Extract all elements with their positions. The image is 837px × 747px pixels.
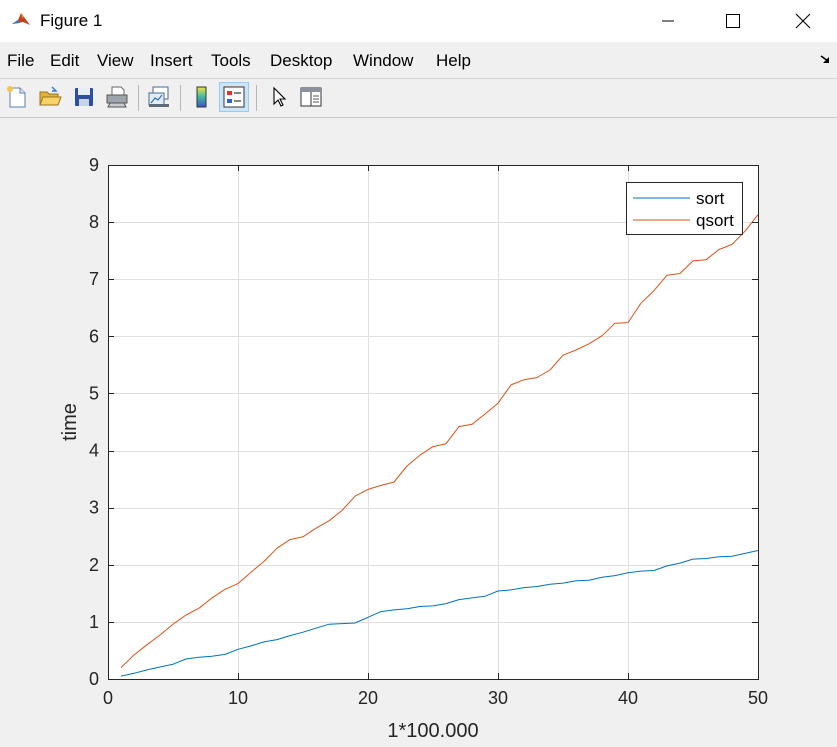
legend[interactable]: sort qsort xyxy=(626,182,743,235)
y-tick-label: 4 xyxy=(89,441,99,461)
line-chart[interactable]: 0 10 20 30 40 50 0 1 2 3 4 5 6 7 8 9 1*100.000 time sor… xyxy=(0,117,837,747)
legend-box xyxy=(626,182,743,235)
menu-window[interactable]: Window xyxy=(353,51,414,70)
link-plot-button[interactable] xyxy=(144,82,174,112)
link-plot-icon xyxy=(148,86,169,107)
new-file-icon xyxy=(7,86,26,108)
minimize-button[interactable] xyxy=(636,0,700,42)
menu-edit[interactable]: Edit xyxy=(50,51,80,70)
title-bar: Figure 1 xyxy=(0,0,837,42)
x-axis-label: 1*100.000 xyxy=(387,720,478,742)
y-tick-label: 1 xyxy=(89,612,99,632)
axes-box[interactable] xyxy=(108,165,758,679)
y-tick-label: 9 xyxy=(89,155,99,175)
property-inspector-button[interactable] xyxy=(296,82,326,112)
x-tick-label: 50 xyxy=(748,688,768,708)
plot-area: 0 10 20 30 40 50 0 1 2 3 4 5 6 7 8 9 1*100.000 time sor… xyxy=(0,117,837,747)
menu-desktop[interactable]: Desktop xyxy=(270,51,333,70)
series-line-sort[interactable] xyxy=(120,550,759,677)
x-tick-label: 30 xyxy=(488,688,508,708)
edit-plot-button[interactable] xyxy=(263,82,293,112)
legend-label-sort: sort xyxy=(696,189,725,208)
insert-legend-button[interactable] xyxy=(219,82,249,112)
maximize-icon xyxy=(726,14,740,28)
close-icon xyxy=(795,13,811,29)
legend-label-qsort: qsort xyxy=(696,211,734,230)
toolbar-separator xyxy=(256,85,257,111)
minimize-icon xyxy=(662,20,674,22)
y-tick-label: 6 xyxy=(89,326,99,346)
insert-colorbar-button[interactable] xyxy=(186,82,216,112)
menu-help[interactable]: Help xyxy=(436,51,471,70)
printer-icon xyxy=(106,86,128,108)
series-lines xyxy=(120,214,759,677)
toolbar-separator xyxy=(180,85,181,111)
maximize-button[interactable] xyxy=(701,0,765,42)
toolbar-separator xyxy=(138,85,139,111)
menu-view[interactable]: View xyxy=(97,51,134,70)
y-tick-label: 0 xyxy=(89,669,99,689)
axes-border xyxy=(108,165,759,680)
menu-insert[interactable]: Insert xyxy=(150,51,193,70)
property-panel-icon xyxy=(300,87,322,107)
window-title: Figure 1 xyxy=(40,11,103,30)
dock-arrow-icon[interactable] xyxy=(819,53,833,67)
x-tick-label: 40 xyxy=(618,688,638,708)
open-file-button[interactable] xyxy=(35,82,65,112)
y-tick-label: 7 xyxy=(89,269,99,289)
menu-bar: File Edit View Insert Tools Desktop Wind… xyxy=(0,42,837,78)
close-button[interactable] xyxy=(771,0,835,42)
x-tick-label: 10 xyxy=(228,688,248,708)
colorbar-icon xyxy=(196,86,207,108)
folder-open-icon xyxy=(39,86,62,106)
y-tick-label: 5 xyxy=(89,383,99,403)
new-figure-button[interactable] xyxy=(2,82,32,112)
pointer-arrow-icon xyxy=(273,86,287,107)
floppy-disk-icon xyxy=(75,88,93,106)
menu-file[interactable]: File xyxy=(7,51,35,70)
print-figure-button[interactable] xyxy=(102,82,132,112)
gridlines xyxy=(108,165,758,679)
x-tick-label: 0 xyxy=(103,688,113,708)
save-figure-button[interactable] xyxy=(69,82,99,112)
x-tick-label: 20 xyxy=(358,688,378,708)
y-tick-label: 3 xyxy=(89,498,99,518)
matlab-icon xyxy=(10,9,32,31)
figure-toolbar xyxy=(0,78,837,118)
axis-ticks: 0 10 20 30 40 50 0 1 2 3 4 5 6 7 8 9 xyxy=(89,155,768,708)
y-axis-label: time xyxy=(59,403,81,441)
y-tick-label: 2 xyxy=(89,555,99,575)
y-tick-label: 8 xyxy=(89,212,99,232)
legend-icon xyxy=(223,86,245,108)
series-line-qsort[interactable] xyxy=(120,214,759,668)
menu-tools[interactable]: Tools xyxy=(211,51,251,70)
